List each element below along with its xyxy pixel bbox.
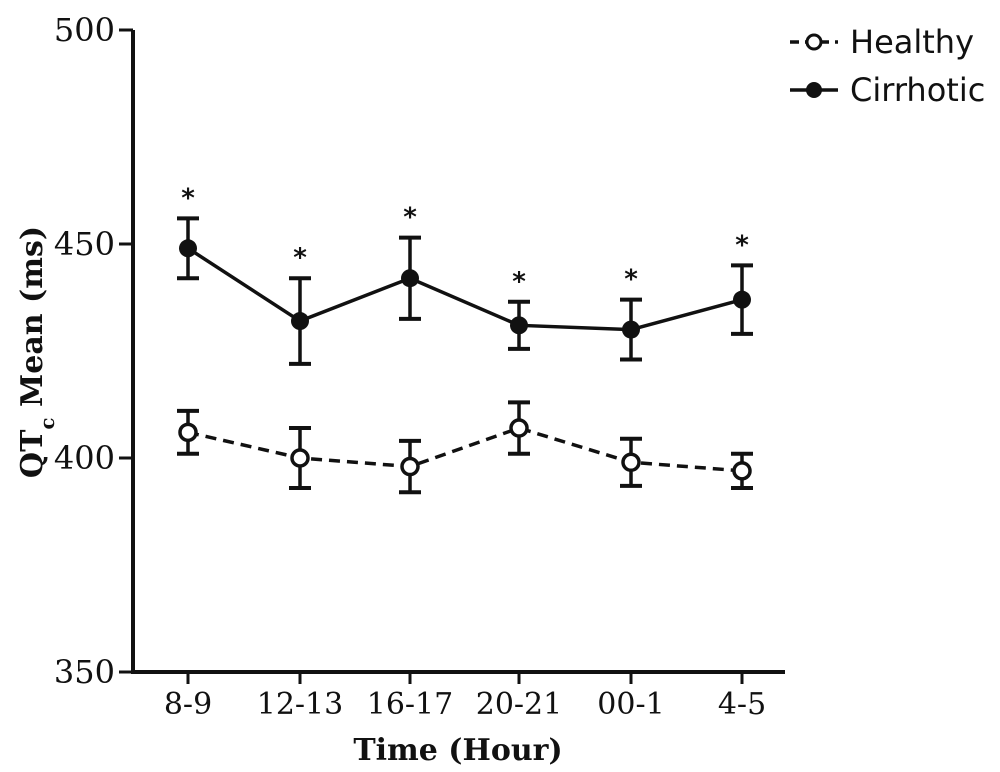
data-point: [733, 290, 751, 309]
significance-star: *: [403, 203, 417, 233]
series-line: [187, 426, 743, 473]
y-axis-title: QTc Mean (ms): [15, 226, 59, 478]
y-tick-label: 450: [54, 225, 115, 263]
significance-star: *: [181, 183, 195, 213]
data-point: [179, 239, 197, 258]
y-tick-label: 500: [54, 11, 115, 49]
x-tick-label: 8-9: [164, 687, 212, 722]
legend: Healthy Cirrhotic: [790, 23, 985, 109]
y-tick-label: 400: [54, 439, 115, 477]
data-point: [732, 461, 752, 481]
series-layer: [177, 216, 753, 495]
legend-label: Cirrhotic: [850, 71, 985, 109]
x-axis-title: Time (Hour): [353, 733, 562, 768]
legend-item-cirrhotic: Cirrhotic: [790, 71, 985, 109]
data-point: [621, 452, 641, 473]
y-axis-title-subscript: c: [35, 417, 59, 429]
data-point: [509, 418, 529, 438]
x-ticks: 8-9 12-13 16-17 20-21 00-1 4-5: [164, 672, 766, 722]
significance-star: *: [624, 265, 638, 295]
significance-star: *: [293, 243, 307, 273]
axes: [131, 30, 785, 674]
data-point: [510, 316, 528, 335]
data-point: [290, 448, 310, 468]
y-tick-label: 350: [54, 653, 115, 691]
y-axis-title-rest: Mean (ms): [15, 226, 50, 417]
significance-star: *: [512, 267, 526, 297]
y-axis-title-main: QT: [15, 429, 50, 478]
legend-label: Healthy: [850, 23, 974, 61]
significance-markers: * * * * * *: [181, 183, 749, 296]
legend-marker: [805, 33, 823, 51]
y-ticks: 350 400 450 500: [54, 11, 133, 691]
x-tick-label: 4-5: [718, 687, 766, 722]
series-cirrhotic: [177, 216, 753, 366]
data-point: [401, 269, 419, 288]
data-point: [291, 312, 309, 331]
data-point: [400, 456, 420, 477]
x-tick-label: 00-1: [597, 687, 664, 722]
data-point: [178, 422, 198, 443]
x-tick-label: 12-13: [257, 687, 343, 722]
series-line: [187, 246, 743, 332]
x-tick-label: 20-21: [476, 687, 562, 722]
x-tick-label: 16-17: [367, 687, 453, 722]
significance-star: *: [735, 230, 749, 260]
series-healthy: [177, 400, 753, 495]
data-point: [622, 320, 640, 339]
legend-marker: [806, 82, 822, 98]
legend-item-healthy: Healthy: [790, 23, 974, 61]
